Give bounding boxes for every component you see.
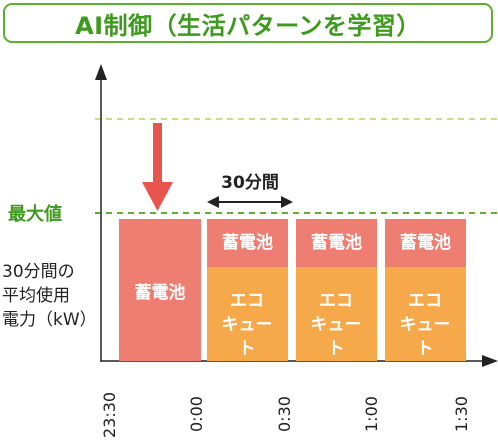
y-axis-label-line-3: 電力（kW） (2, 310, 97, 330)
bar-segment-ecocute: エコ キュート (296, 267, 377, 361)
span-arrow-left-head (207, 196, 219, 208)
battery-label: 蓄電池 (311, 233, 362, 253)
ecocute-label: エコ キュート (221, 291, 273, 359)
bar-segment-battery: 蓄電池 (296, 219, 377, 267)
bar-segment-battery: 蓄電池 (385, 219, 466, 267)
time-tick-label: 1:30 (452, 396, 471, 432)
y-axis-arrowhead (95, 64, 107, 80)
reduction-arrow-head (142, 182, 173, 211)
x-axis-arrowhead (482, 355, 498, 367)
span-arrow-right-head (281, 196, 293, 208)
title-banner: AI制御（生活パターンを学習） (3, 3, 493, 43)
battery-label: 蓄電池 (400, 233, 451, 253)
max-value-label: 最大値 (8, 204, 62, 225)
ecocute-label: エコ キュート (310, 291, 362, 359)
bar-battery-only: 蓄電池 (119, 219, 201, 361)
y-axis-label-line-1: 30分間の (2, 262, 75, 282)
span-label: 30分間 (221, 173, 279, 193)
reduction-arrow-shaft (153, 123, 162, 185)
ecocute-label: エコ キュート (399, 291, 451, 359)
bar-segment-battery: 蓄電池 (207, 219, 288, 267)
time-tick-label: 0:30 (275, 396, 294, 432)
y-axis-label-line-2: 平均使用 (2, 286, 70, 306)
battery-label: 蓄電池 (222, 233, 273, 253)
time-tick-label: 1:00 (362, 396, 381, 432)
page-title: AI制御（生活パターンを学習） (75, 11, 421, 40)
y-axis-label: 30分間の 平均使用 電力（kW） (2, 260, 97, 332)
bar-segment-ecocute: エコ キュート (207, 267, 288, 361)
bar-segment-ecocute: エコ キュート (385, 267, 466, 361)
battery-label: 蓄電池 (134, 283, 186, 303)
time-tick-label: 23:30 (100, 391, 119, 438)
time-tick-label: 0:00 (187, 396, 206, 432)
